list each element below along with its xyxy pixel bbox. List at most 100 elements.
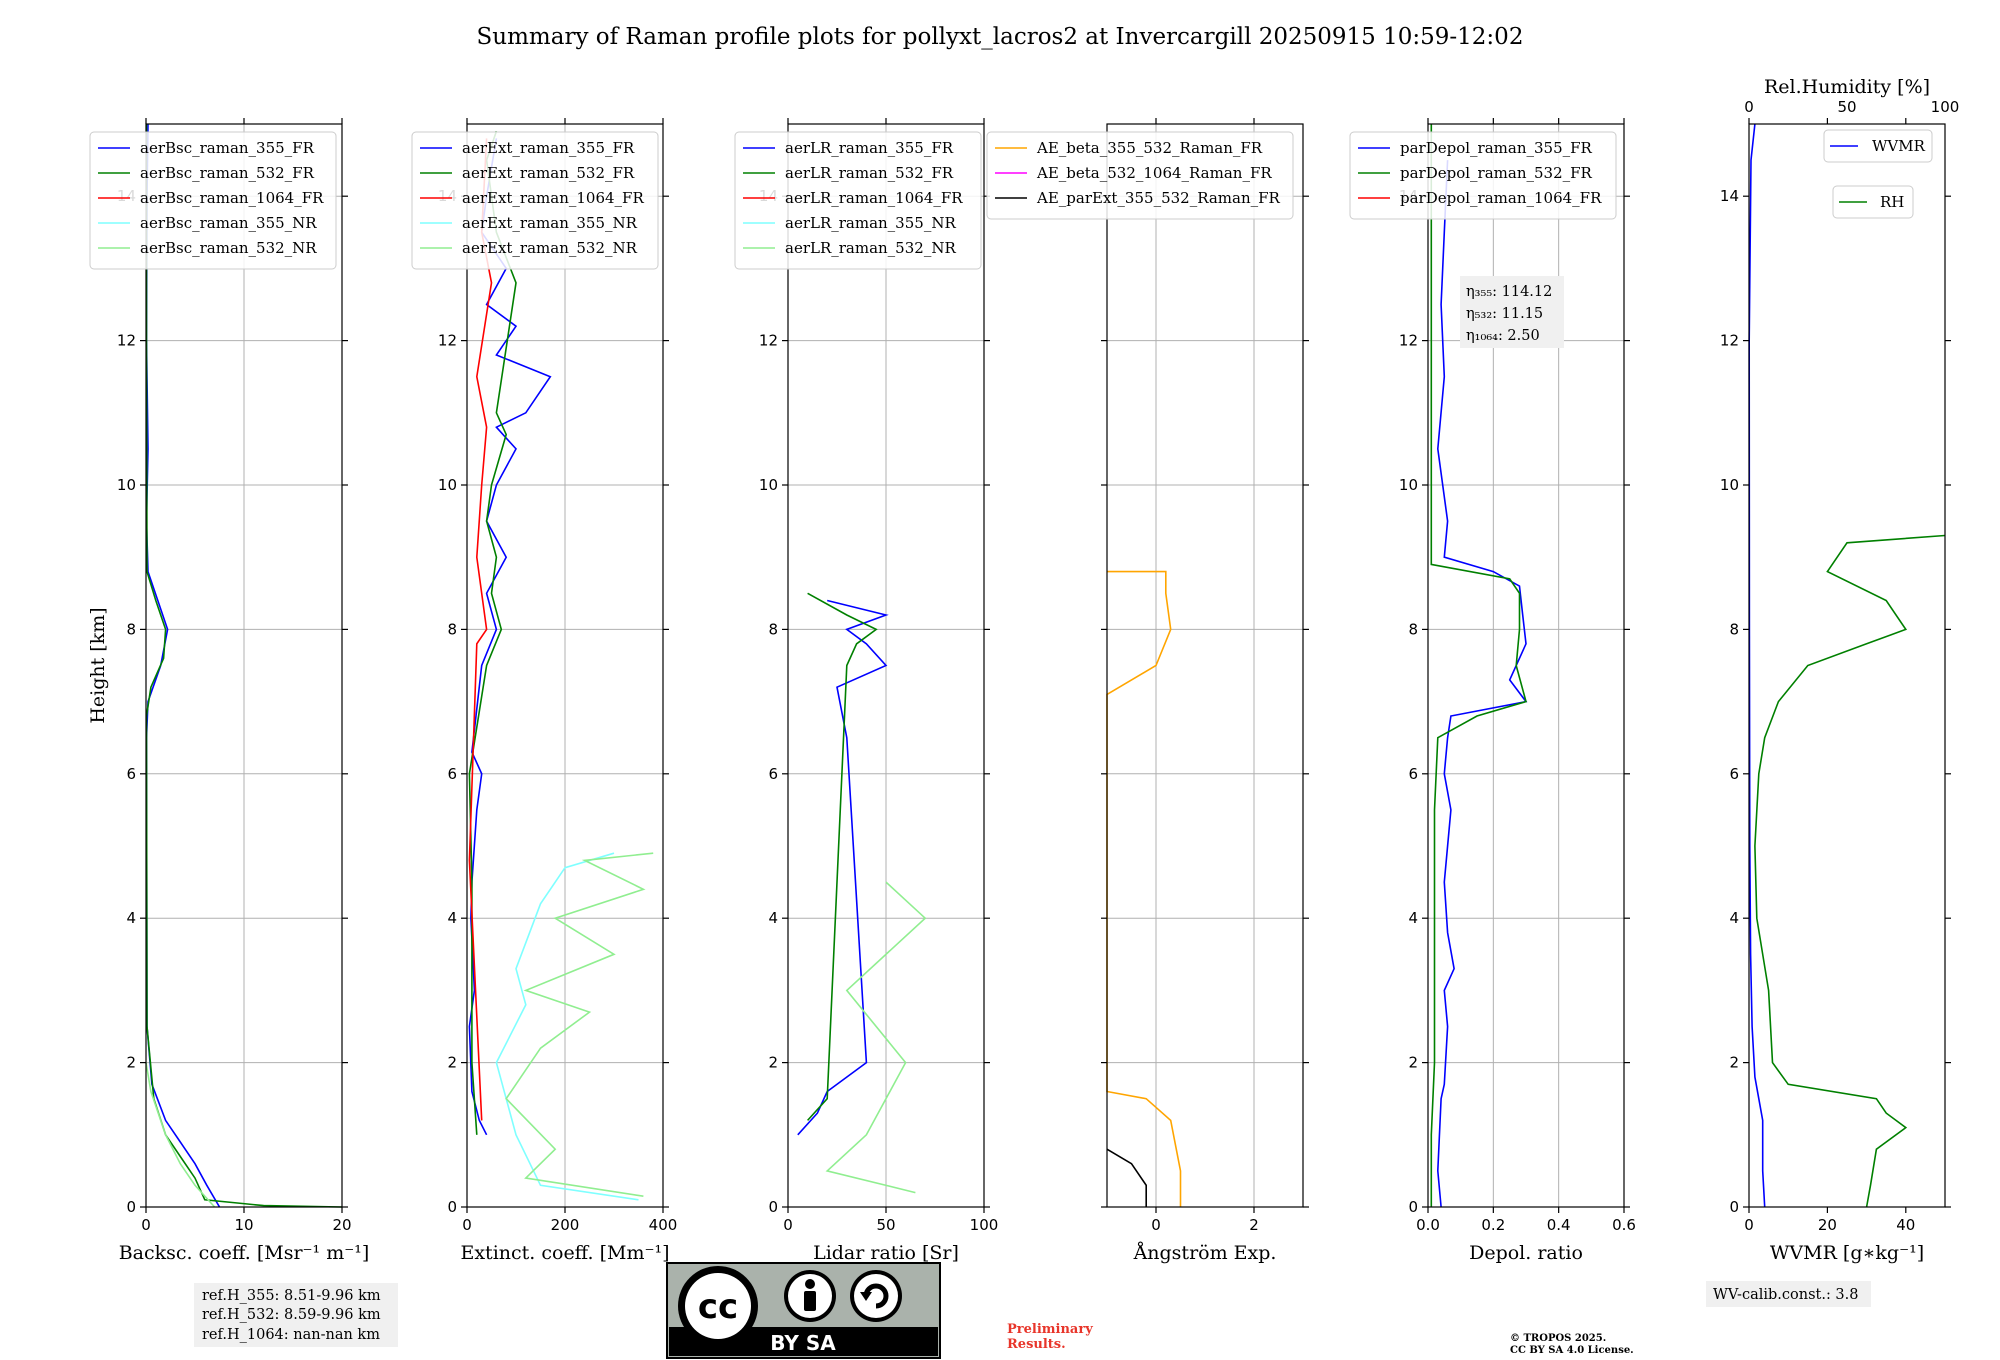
x-axis-label: Backsc. coeff. [Msr⁻¹ m⁻¹] [119, 1242, 370, 1264]
legend: aerBsc_raman_355_FR aerBsc_raman_532_FRae… [89, 131, 337, 270]
x-axis-label: WVMR [g∗kg⁻¹] [1770, 1242, 1924, 1264]
y-tick-label: 4 [1408, 909, 1418, 927]
ref-height-532: ref.H_532: 8.59-9.96 km [202, 1307, 381, 1323]
y-tick-label: 8 [1729, 620, 1739, 638]
cc-letters: cc [698, 1287, 738, 1327]
legend-label: aerLR_raman_1064_FR [785, 189, 963, 207]
legend-frame [1823, 129, 1933, 163]
x-tick-label: 10 [234, 1216, 253, 1234]
x-tick-label: 50 [876, 1216, 895, 1234]
ref-height-355: ref.H_355: 8.51-9.96 km [202, 1288, 381, 1304]
legend-label: aerExt_raman_532_NR [462, 239, 638, 257]
series-line-aerLR_raman_532_NR [825, 881, 927, 1194]
x-tick-label: 0 [1151, 1216, 1161, 1234]
y-tick-label: 6 [447, 765, 457, 783]
x-axis-label: Extinct. coeff. [Mm⁻¹] [460, 1242, 669, 1264]
series-line-aerLR_raman_355_FR [797, 599, 889, 1136]
legend-label: aerExt_raman_355_FR [462, 139, 635, 157]
legend-label: RH [1880, 193, 1904, 211]
panel-water-vapor: 0 20 40 0 2 4 6 8 10 12 14 WVMR [g∗kg⁻¹] 0 50 100Rel.H… [1720, 76, 1959, 1264]
annotation-frame [1460, 276, 1564, 348]
y-tick-label: 0 [126, 1198, 136, 1216]
y-tick-label: 2 [126, 1054, 136, 1072]
y-tick-label: 2 [447, 1054, 457, 1072]
y-tick-label: 10 [1399, 476, 1418, 494]
wv-calib-box: WV-calib.const.: 3.8 [1706, 1281, 1871, 1307]
panel-extinction: 020040002468101214Extinct. coeff. [Mm⁻¹]… [411, 118, 678, 1264]
legend-label: aerExt_raman_532_FR [462, 164, 635, 182]
y-tick-label: 4 [768, 909, 778, 927]
legend: parDepol_raman_355_FR parDepol_raman_532_… [1349, 131, 1617, 220]
results-label: Results. [1007, 1337, 1066, 1352]
series-line-aerBsc_raman_532_FR [145, 124, 343, 1208]
x-tick-label: 0 [1744, 1216, 1754, 1234]
series-line-aerExt_raman_532_NR [505, 852, 654, 1197]
legend-label: AE_beta_532_1064_Raman_FR [1036, 164, 1272, 182]
eta-annotation-box: η₃₅₅: 114.12 η₅₃₂: 11.15 η₁₀₆₄: 2.50 [1460, 276, 1564, 348]
legend-label: aerExt_raman_1064_FR [462, 189, 644, 207]
panel-backscatter: 0102002468101214Backsc. coeff. [Msr⁻¹ m⁻… [87, 118, 369, 1264]
figure-title: Summary of Raman profile plots for polly… [477, 24, 1524, 50]
x-tick-label: 20 [332, 1216, 351, 1234]
series-line-aerBsc_raman_532_NR [145, 1062, 216, 1208]
x-tick-label: 40 [1896, 1216, 1915, 1234]
series-line-aerExt_raman_355_NR [495, 852, 639, 1201]
x-tick-label: 0 [141, 1216, 151, 1234]
panel-lidar-ratio: 05010002468101214Lidar ratio [Sr]aerLR_r… [734, 118, 999, 1264]
legend: aerLR_raman_355_FR aerLR_raman_532_FR aerL… [734, 131, 982, 270]
legend-label: aerBsc_raman_355_FR [140, 139, 315, 157]
legend-label: aerLR_raman_532_FR [785, 164, 954, 182]
y-tick-label: 2 [1408, 1054, 1418, 1072]
legend-label: parDepol_raman_532_FR [1400, 164, 1593, 182]
series-line-RH [1754, 534, 1946, 1208]
legend-label: aerLR_raman_355_FR [785, 139, 954, 157]
x-tick-label: 0.6 [1612, 1216, 1636, 1234]
legend-label: AE_parExt_355_532_Raman_FR [1036, 189, 1281, 207]
x-tick-label: 0.0 [1416, 1216, 1440, 1234]
y-tick-label: 0 [447, 1198, 457, 1216]
series-line-WVMR [1748, 123, 1766, 1208]
x-tick-label: 0 [783, 1216, 793, 1234]
legend-rh: RH [1832, 185, 1914, 219]
panels: 0102002468101214Backsc. coeff. [Msr⁻¹ m⁻… [87, 76, 1959, 1264]
legend-wvmr: WVMR [1823, 129, 1933, 163]
y-axis-label: Height [km] [87, 607, 109, 723]
x2-axis-label: Rel.Humidity [%] [1764, 76, 1930, 98]
legend-frame [1349, 131, 1617, 220]
x2-tick-label: 50 [1837, 98, 1856, 116]
axes-frame [1106, 123, 1304, 1208]
axes-frame [1427, 123, 1625, 1208]
copyright-line-2: CC BY SA 4.0 License. [1510, 1345, 1634, 1356]
y-tick-label: 4 [447, 909, 457, 927]
y-tick-label: 10 [1720, 476, 1739, 494]
y-tick-label: 8 [447, 620, 457, 638]
y-tick-label: 6 [1408, 765, 1418, 783]
legend-label: parDepol_raman_355_FR [1400, 139, 1593, 157]
legend-label: WVMR [1872, 137, 1926, 155]
panel-depolarization: 0.00.20.40.602468101214Depol. ratioparDe… [1349, 118, 1636, 1264]
x-tick-label: 400 [649, 1216, 678, 1234]
y-tick-label: 12 [1399, 332, 1418, 350]
y-tick-label: 8 [1408, 620, 1418, 638]
legend-label: aerExt_raman_355_NR [462, 214, 638, 232]
legend-label: aerLR_raman_355_NR [785, 214, 956, 232]
y-tick-label: 8 [768, 620, 778, 638]
x-axis-label: Lidar ratio [Sr] [813, 1242, 959, 1264]
x-tick-label: 0.4 [1547, 1216, 1571, 1234]
x-tick-label: 0 [462, 1216, 472, 1234]
x-tick-label: 100 [970, 1216, 999, 1234]
y-tick-label: 4 [1729, 909, 1739, 927]
x-axis-label: Ångström Exp. [1133, 1242, 1277, 1264]
series-line-aerBsc_raman_355_FR [145, 123, 221, 1208]
y-tick-label: 0 [768, 1198, 778, 1216]
y-tick-label: 0 [1729, 1198, 1739, 1216]
eta-value: η₁₀₆₄: 2.50 [1466, 328, 1540, 344]
legend-label: aerBsc_raman_1064_FR [140, 189, 324, 207]
y-tick-label: 2 [1729, 1054, 1739, 1072]
cc-license-badge: cc BY SA [666, 1262, 941, 1359]
y-tick-label: 12 [1720, 332, 1739, 350]
legend-frame [1832, 185, 1914, 219]
legend: AE_beta_355_532_Raman_FR AE_beta_532_1064… [986, 131, 1294, 220]
